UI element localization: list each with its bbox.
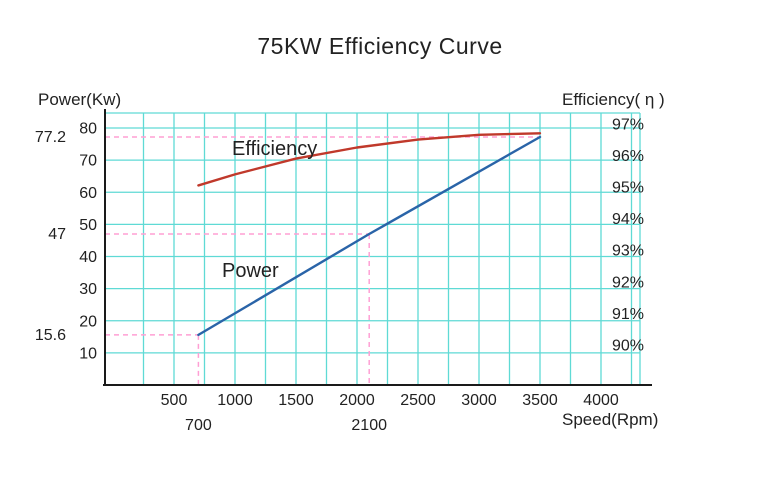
power-tick-label: 10	[79, 345, 97, 362]
power-tick-label: 40	[79, 249, 97, 266]
power-tick-label: 60	[79, 185, 97, 202]
power-mark-label: 47	[48, 226, 66, 243]
speed-tick-label: 2500	[400, 392, 436, 409]
efficiency-tick-label: 95%	[612, 180, 644, 197]
efficiency-tick-label: 96%	[612, 148, 644, 165]
efficiency-tick-label: 97%	[612, 116, 644, 133]
power-tick-label: 30	[79, 281, 97, 298]
efficiency-tick-label: 92%	[612, 274, 644, 291]
efficiency-tick-label: 90%	[612, 338, 644, 355]
efficiency-tick-label: 91%	[612, 306, 644, 323]
series-label-power: Power	[222, 260, 279, 282]
speed-mark-label: 700	[185, 417, 212, 434]
speed-tick-label: 500	[161, 392, 188, 409]
power-mark-label: 77.2	[35, 129, 66, 146]
power-tick-label: 80	[79, 121, 97, 138]
efficiency-curve	[197, 132, 542, 187]
speed-tick-label: 3000	[461, 392, 497, 409]
power-tick-label: 70	[79, 153, 97, 170]
efficiency-tick-label: 93%	[612, 243, 644, 260]
series-label-efficiency: Efficiency	[232, 138, 317, 160]
efficiency-tick-label: 94%	[612, 211, 644, 228]
left-axis-title: Power(Kw)	[38, 90, 122, 109]
power-tick-label: 20	[79, 313, 97, 330]
x-axis-title: Speed(Rpm)	[562, 410, 659, 429]
power-tick-label: 50	[79, 217, 97, 234]
speed-tick-label: 2000	[339, 392, 375, 409]
speed-tick-label: 1000	[217, 392, 253, 409]
speed-tick-label: 1500	[278, 392, 314, 409]
speed-mark-label: 2100	[351, 417, 387, 434]
power-curve	[197, 135, 542, 337]
right-axis-title: Efficiency( η )	[562, 90, 665, 109]
chart-title: 75KW Efficiency Curve	[257, 33, 503, 59]
speed-tick-label: 3500	[522, 392, 558, 409]
power-mark-label: 15.6	[35, 327, 66, 344]
speed-tick-label: 4000	[583, 392, 619, 409]
